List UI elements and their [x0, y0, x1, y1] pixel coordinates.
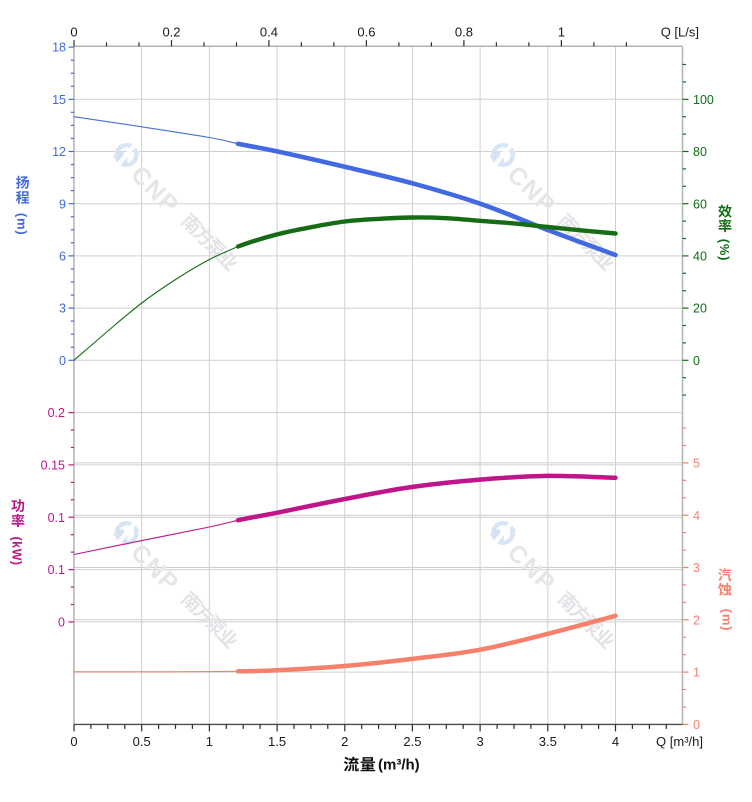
svg-text:(m): (m)	[15, 213, 30, 236]
svg-text:20: 20	[693, 302, 707, 316]
svg-text:0.4: 0.4	[260, 24, 278, 39]
svg-text:(m³/h): (m³/h)	[378, 757, 420, 774]
svg-text:0.5: 0.5	[133, 734, 151, 749]
svg-text:1: 1	[558, 24, 565, 39]
svg-text:(m): (m)	[719, 609, 734, 632]
svg-text:60: 60	[693, 197, 707, 211]
svg-text:9: 9	[59, 197, 66, 211]
svg-text:(kW): (kW)	[10, 536, 24, 565]
svg-text:80: 80	[693, 145, 707, 159]
svg-text:0: 0	[693, 718, 700, 732]
svg-text:18: 18	[52, 41, 66, 55]
svg-text:2: 2	[693, 613, 700, 627]
svg-text:2.5: 2.5	[403, 734, 421, 749]
svg-text:0: 0	[59, 354, 66, 368]
svg-text:(%): (%)	[717, 239, 732, 262]
svg-text:3.5: 3.5	[539, 734, 557, 749]
svg-text:0: 0	[693, 354, 700, 368]
svg-text:12: 12	[52, 145, 66, 159]
svg-text:Q [L/s]: Q [L/s]	[661, 24, 699, 39]
svg-text:2: 2	[341, 734, 348, 749]
svg-text:0.2: 0.2	[162, 24, 180, 39]
svg-text:0.8: 0.8	[455, 24, 473, 39]
svg-text:15: 15	[52, 93, 66, 107]
svg-text:0.15: 0.15	[41, 459, 65, 473]
svg-text:0: 0	[70, 24, 77, 39]
svg-text:0: 0	[70, 734, 77, 749]
svg-text:0.1: 0.1	[48, 563, 65, 577]
svg-text:Q [m³/h]: Q [m³/h]	[656, 734, 703, 749]
svg-text:100: 100	[693, 93, 714, 107]
svg-text:4: 4	[693, 509, 700, 523]
svg-text:4: 4	[612, 734, 619, 749]
svg-text:0.6: 0.6	[357, 24, 375, 39]
svg-text:1.5: 1.5	[268, 734, 286, 749]
svg-text:6: 6	[59, 250, 66, 264]
svg-text:5: 5	[693, 457, 700, 471]
svg-text:40: 40	[693, 250, 707, 264]
svg-text:3: 3	[693, 561, 700, 575]
svg-text:1: 1	[206, 734, 213, 749]
svg-text:3: 3	[59, 302, 66, 316]
svg-text:0.1: 0.1	[48, 511, 65, 525]
svg-text:3: 3	[476, 734, 483, 749]
svg-text:1: 1	[693, 666, 700, 680]
svg-text:0.2: 0.2	[48, 406, 65, 420]
svg-text:0: 0	[58, 616, 65, 630]
